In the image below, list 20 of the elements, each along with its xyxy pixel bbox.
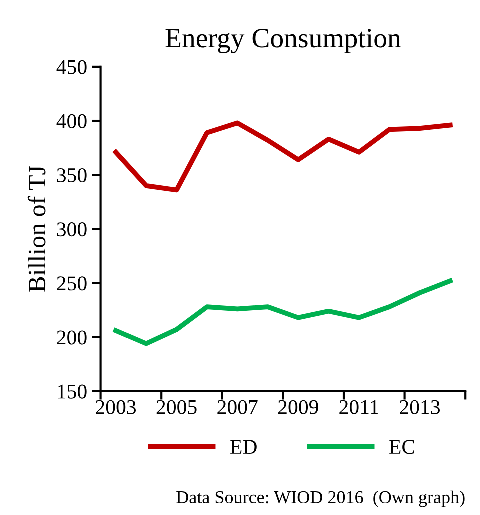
- x-tick-label: 2005: [156, 400, 197, 414]
- x-tick-label: 2013: [400, 400, 440, 414]
- y-tick-label: 150: [58, 384, 87, 399]
- y-tick-label: 400: [56, 114, 87, 128]
- source-note: Data Source: WIOD 2016 (Own graph): [176, 490, 465, 508]
- x-tick-label: 2003: [96, 400, 136, 414]
- x-tick-label: 2007: [218, 400, 258, 414]
- chart-title: Energy Consumption: [166, 29, 401, 54]
- legend-label: ED: [230, 440, 257, 454]
- y-tick-label: 350: [57, 168, 87, 183]
- x-tick-label: 2009: [278, 400, 318, 414]
- y-axis-title: Billion of TJ: [28, 166, 46, 292]
- x-tick-label: 2011: [340, 400, 378, 414]
- y-tick-label: 250: [57, 276, 87, 291]
- y-tick-label: 200: [57, 330, 87, 345]
- legend-label: EC: [390, 440, 414, 454]
- y-tick-label: 300: [57, 222, 87, 237]
- line-series: [114, 120, 453, 193]
- line-series: [114, 278, 453, 346]
- y-tick-label: 450: [56, 60, 87, 74]
